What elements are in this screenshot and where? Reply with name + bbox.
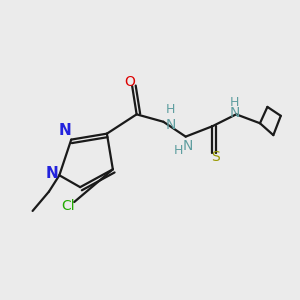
Text: H: H bbox=[166, 103, 176, 116]
Text: O: O bbox=[124, 75, 135, 88]
Text: Cl: Cl bbox=[61, 200, 75, 214]
Text: H: H bbox=[173, 143, 183, 157]
Text: S: S bbox=[211, 150, 220, 164]
Text: N: N bbox=[230, 106, 240, 120]
Text: N: N bbox=[46, 166, 58, 181]
Text: H: H bbox=[230, 96, 239, 109]
Text: N: N bbox=[183, 139, 193, 152]
Text: N: N bbox=[166, 118, 176, 132]
Text: N: N bbox=[59, 123, 72, 138]
